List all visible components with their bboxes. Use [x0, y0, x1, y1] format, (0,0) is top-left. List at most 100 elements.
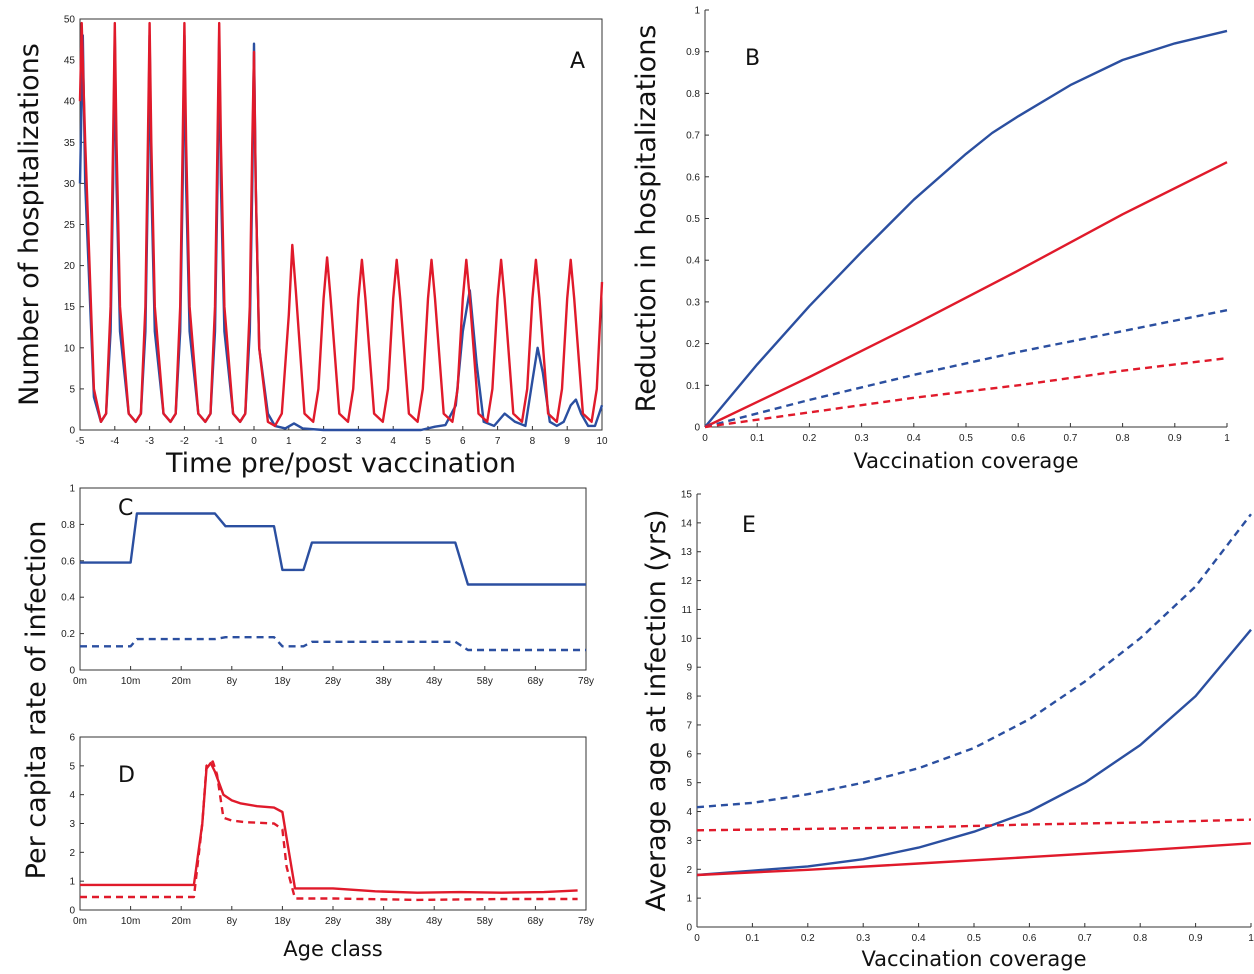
- y-tick-label-c: 0: [69, 666, 75, 677]
- y-tick-label-e: 2: [686, 865, 692, 876]
- y-tick-label-b: 1: [694, 6, 700, 17]
- x-tick-label-e: 0.1: [745, 933, 759, 944]
- x-tick-label-c: 78y: [578, 676, 594, 687]
- y-tick-label-d: 0: [69, 906, 75, 917]
- series-line-c-1: [80, 512, 586, 586]
- series-line-a-1: [78, 34, 604, 432]
- x-axis-label-e: Vaccination coverage: [861, 947, 1086, 971]
- y-tick-label-b: 0.4: [686, 256, 700, 267]
- x-tick-label-c: 20m: [171, 676, 190, 687]
- y-tick-label-e: 6: [686, 749, 692, 760]
- y-tick-label-a: 50: [64, 15, 76, 26]
- series-line-e-1: [696, 513, 1252, 809]
- x-tick-label-d: 78y: [578, 916, 594, 927]
- y-tick-label-a: 45: [64, 56, 76, 67]
- y-tick-label-a: 35: [64, 138, 76, 149]
- y-tick-label-e: 1: [686, 894, 692, 905]
- x-axis-label-d: Age class: [283, 937, 382, 961]
- x-tick-label-b: 0.4: [907, 433, 921, 444]
- x-tick-label-a: 6: [460, 436, 466, 447]
- x-tick-label-d: 58y: [477, 916, 493, 927]
- x-axis-label-a: Time pre/post vaccination: [165, 448, 516, 479]
- series-line-a-2: [78, 21, 604, 428]
- x-tick-label-d: 20m: [171, 916, 190, 927]
- series-line-b-1: [704, 29, 1228, 428]
- y-tick-label-d: 4: [69, 790, 75, 801]
- panel-d: 0 1 2 3 4 5 6 0m 10m 20m 8y 18y 28y 38y 48y 58y 68y 78y D A…: [69, 733, 594, 962]
- x-tick-label-a: 10: [596, 436, 608, 447]
- y-tick-label-b: 0.3: [686, 297, 700, 308]
- x-tick-label-c: 48y: [426, 676, 442, 687]
- shared-y-axis-label: Per capita rate of infection: [21, 521, 52, 880]
- y-tick-label-a: 10: [64, 343, 76, 354]
- y-axis-label-e: Average age at infection (yrs): [641, 509, 672, 911]
- x-tick-label-b: 0.9: [1168, 433, 1182, 444]
- x-tick-label-a: 3: [356, 436, 362, 447]
- x-tick-label-c: 0m: [73, 676, 87, 687]
- y-tick-label-a: 40: [64, 97, 76, 108]
- x-tick-label-e: 0.5: [967, 933, 981, 944]
- x-tick-label-a: 4: [390, 436, 396, 447]
- y-tick-label-e: 8: [686, 692, 692, 703]
- series-line-d-2: [80, 760, 578, 902]
- y-tick-label-a: 20: [64, 261, 76, 272]
- series-line-d-1: [80, 761, 578, 894]
- x-tick-label-e: 0: [694, 933, 700, 944]
- x-tick-label-c: 10m: [121, 676, 140, 687]
- x-tick-label-e: 1: [1248, 933, 1254, 944]
- x-tick-label-b: 1: [1224, 433, 1230, 444]
- x-tick-label-b: 0.6: [1011, 433, 1025, 444]
- x-tick-label-d: 10m: [121, 916, 140, 927]
- series-line-e-2: [696, 628, 1252, 877]
- x-tick-label-e: 0.8: [1133, 933, 1147, 944]
- panel-b: 0 0.1 0.2 0.3 0.4 0.5 0.6 0.7 0.8 0.9 1 0 0.1 0.2 0.3 0…: [631, 6, 1230, 474]
- panel-letter-a: A: [570, 49, 585, 74]
- y-tick-label-e: 10: [681, 634, 693, 645]
- plot-frame-c: [79, 487, 587, 671]
- x-tick-label-b: 0: [702, 433, 708, 444]
- panel-letter-c: C: [118, 496, 133, 521]
- x-tick-label-c: 58y: [477, 676, 493, 687]
- x-tick-label-b: 0.8: [1116, 433, 1130, 444]
- y-tick-label-a: 0: [69, 426, 75, 437]
- x-tick-label-d: 8y: [227, 916, 238, 927]
- x-tick-label-e: 0.7: [1078, 933, 1092, 944]
- y-axis-label-b: Reduction in hospitalizations: [631, 25, 662, 413]
- y-tick-label-b: 0.2: [686, 339, 700, 350]
- y-tick-label-b: 0.9: [686, 47, 700, 58]
- x-tick-label-a: 1: [286, 436, 292, 447]
- x-tick-label-a: -3: [145, 436, 154, 447]
- y-tick-label-e: 9: [686, 663, 692, 674]
- x-tick-label-c: 38y: [376, 676, 392, 687]
- x-tick-label-d: 0m: [73, 916, 87, 927]
- y-tick-label-c: 0.8: [61, 520, 75, 531]
- x-tick-label-b: 0.7: [1063, 433, 1077, 444]
- series-line-e-3: [696, 818, 1252, 832]
- y-tick-label-e: 3: [686, 836, 692, 847]
- y-tick-label-e: 13: [681, 547, 693, 558]
- y-tick-label-c: 0.2: [61, 629, 75, 640]
- x-tick-label-a: -1: [215, 436, 224, 447]
- series-line-b-3: [704, 309, 1228, 429]
- x-tick-label-e: 0.2: [801, 933, 815, 944]
- y-tick-label-e: 11: [682, 605, 693, 616]
- y-tick-label-e: 14: [681, 518, 693, 529]
- panel-letter-e: E: [742, 513, 756, 538]
- x-tick-label-a: 5: [425, 436, 431, 447]
- y-tick-label-c: 0.4: [61, 593, 75, 604]
- x-tick-label-e: 0.6: [1022, 933, 1036, 944]
- y-tick-label-e: 5: [686, 778, 692, 789]
- y-tick-label-b: 0.6: [686, 172, 700, 183]
- y-tick-label-d: 1: [69, 877, 75, 888]
- x-tick-label-d: 38y: [376, 916, 392, 927]
- y-tick-label-d: 5: [69, 761, 75, 772]
- y-tick-label-b: 0.1: [686, 381, 700, 392]
- series-line-b-2: [704, 161, 1228, 429]
- y-tick-label-e: 15: [681, 490, 693, 501]
- panel-letter-d: D: [118, 763, 135, 788]
- x-tick-label-b: 0.3: [855, 433, 869, 444]
- y-tick-label-c: 0.6: [61, 556, 75, 567]
